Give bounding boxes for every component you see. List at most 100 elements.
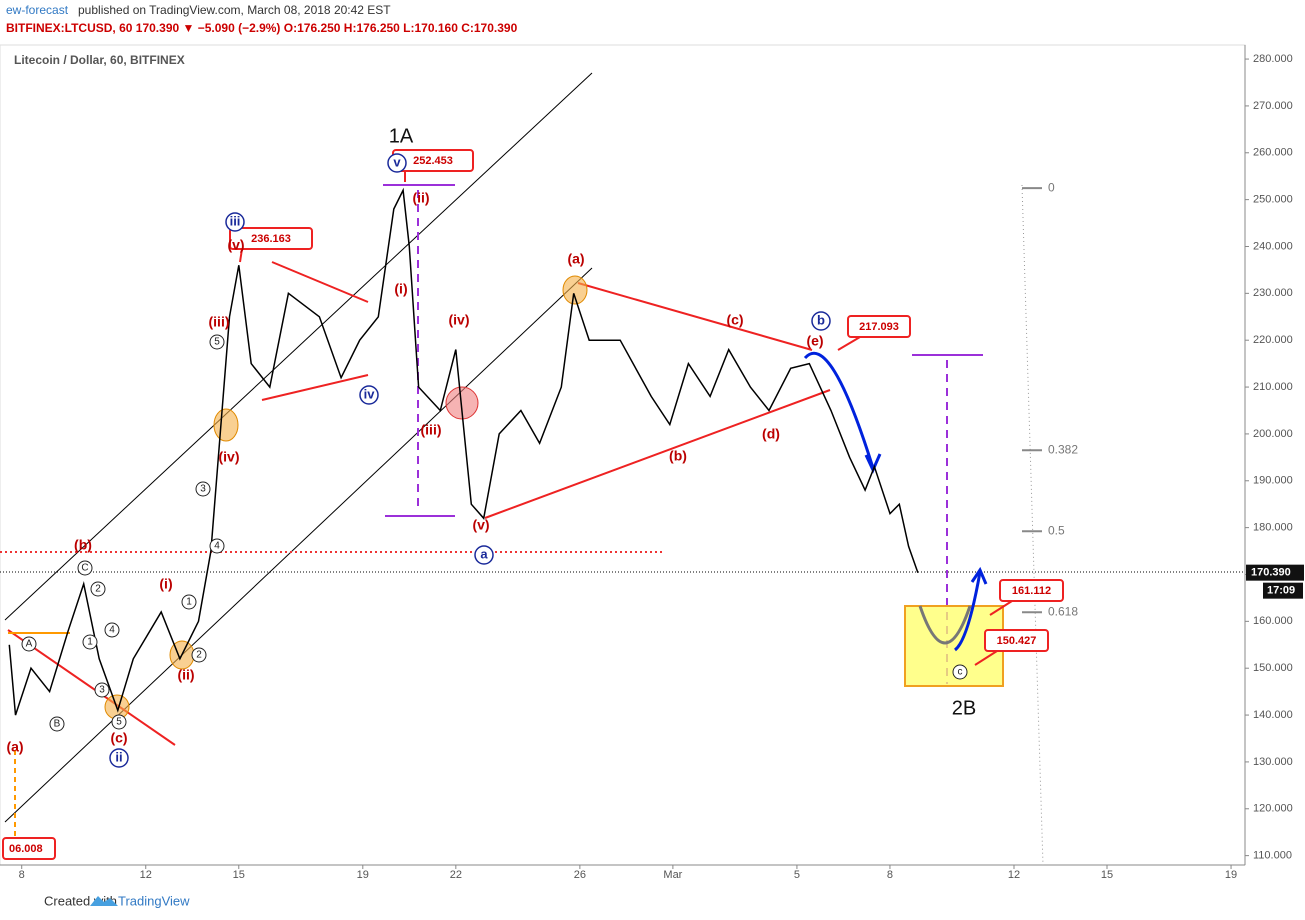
tv-logo [90, 896, 118, 906]
wave-label: (i) [394, 281, 407, 297]
x-tick-label: 26 [574, 869, 586, 881]
fib-label: 0 [1048, 180, 1055, 194]
target-box [847, 315, 911, 338]
triangle-line [261, 374, 369, 401]
wave-label: ii [115, 749, 122, 764]
target-label: 217.093 [859, 321, 899, 333]
target-box [229, 227, 313, 250]
target-label: 150.427 [997, 635, 1037, 647]
triangle-line [484, 389, 831, 519]
target-label: 06.008 [9, 843, 43, 855]
wave-label: iv [364, 386, 376, 401]
wave-label: (a) [567, 251, 584, 267]
wave-label: (ii) [412, 190, 429, 206]
x-tick-label: 22 [450, 869, 462, 881]
target-box [2, 837, 56, 860]
projection-curve [918, 605, 972, 645]
footer-brand[interactable]: TradingView [118, 893, 190, 908]
wave-label: (a) [6, 739, 23, 755]
projection-arrow [953, 571, 982, 652]
target-pointer [239, 248, 243, 263]
trend-line [7, 629, 176, 746]
wave-circle [109, 748, 129, 768]
wave-circle [90, 581, 106, 597]
wave-circle [181, 594, 197, 610]
time-label: 17:09 [1267, 585, 1295, 597]
wave-label: v [393, 154, 401, 169]
price-line [8, 187, 919, 716]
wave-label: (c) [110, 730, 127, 746]
wave-label: (e) [806, 333, 823, 349]
wave-circle [195, 481, 211, 497]
y-tick-label: 150.000 [1253, 662, 1293, 674]
x-tick-label: Mar [663, 869, 682, 881]
y-tick-label: 130.000 [1253, 756, 1293, 768]
wave-label: c [958, 667, 963, 678]
wave-label: 5 [116, 717, 122, 728]
fib-trend [1021, 184, 1044, 866]
highlight [445, 386, 479, 420]
wave-circle [209, 334, 225, 350]
fib-label: 0.5 [1048, 523, 1065, 537]
target-pointer [974, 650, 998, 666]
wave-circle [209, 538, 225, 554]
wave-label: (ii) [177, 667, 194, 683]
target-box [984, 629, 1049, 652]
y-tick-label: 210.000 [1253, 381, 1293, 393]
highlight [562, 275, 588, 305]
wave-label: B [54, 719, 61, 730]
wave-label: 4 [109, 625, 115, 636]
wave-label: 5 [214, 337, 220, 348]
wave-circle [21, 636, 37, 652]
wave-label: (iii) [209, 314, 230, 330]
symbol-line: BITFINEX:LTCUSD, 60 170.390 ▼ −5.090 (−2… [6, 21, 518, 35]
y-tick-label: 240.000 [1253, 240, 1293, 252]
wave-label: C [81, 563, 88, 574]
wave-circle [104, 622, 120, 638]
y-tick-label: 220.000 [1253, 334, 1293, 346]
wave-label: 1 [186, 597, 192, 608]
y-tick-label: 270.000 [1253, 100, 1293, 112]
y-tick-label: 190.000 [1253, 475, 1293, 487]
fib-label: 0.618 [1048, 604, 1078, 618]
projection-arrow [803, 351, 875, 469]
wave-circle [82, 634, 98, 650]
fib-label: 0.382 [1048, 442, 1078, 456]
wave-label: 3 [200, 484, 206, 495]
y-tick-label: 230.000 [1253, 287, 1293, 299]
wave-circle [111, 714, 127, 730]
x-tick-label: 8 [19, 869, 25, 881]
last-price-label: 170.390 [1251, 567, 1291, 579]
wave-label: b [817, 312, 825, 327]
wave-circle [387, 153, 407, 173]
y-tick-label: 260.000 [1253, 147, 1293, 159]
publisher[interactable]: ew-forecast [6, 3, 69, 17]
wave-label: (iii) [421, 422, 442, 438]
target-pointer [989, 600, 1013, 616]
y-tick-label: 250.000 [1253, 194, 1293, 206]
wave-circle [811, 311, 831, 331]
wave-label: 1 [87, 637, 93, 648]
wave-label: 2B [952, 697, 976, 719]
y-tick-label: 140.000 [1253, 709, 1293, 721]
wave-label: 2 [196, 650, 202, 661]
x-tick-label: 8 [887, 869, 893, 881]
wave-circle [49, 716, 65, 732]
y-tick-label: 120.000 [1253, 803, 1293, 815]
x-tick-label: 19 [357, 869, 369, 881]
wave-label: (v) [472, 517, 489, 533]
x-tick-label: 19 [1225, 869, 1237, 881]
wave-label: (v) [227, 237, 244, 253]
x-tick-label: 15 [233, 869, 245, 881]
highlight [213, 408, 239, 442]
wave-label: a [480, 546, 488, 561]
wave-label: 4 [214, 541, 220, 552]
chart-title: Litecoin / Dollar, 60, BITFINEX [14, 53, 185, 67]
wave-circle [225, 212, 245, 232]
x-tick-label: 5 [794, 869, 800, 881]
channel-lower [4, 267, 593, 823]
wave-label: (c) [726, 312, 743, 328]
wave-label: iii [230, 213, 241, 228]
x-tick-label: 12 [1008, 869, 1020, 881]
